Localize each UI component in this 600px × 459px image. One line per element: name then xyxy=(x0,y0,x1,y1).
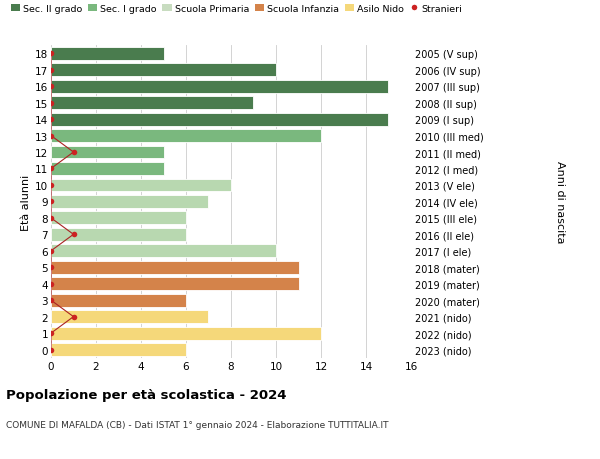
Bar xyxy=(51,278,299,291)
Point xyxy=(46,264,56,271)
Bar xyxy=(51,146,164,159)
Y-axis label: Anni di nascita: Anni di nascita xyxy=(556,161,565,243)
Bar xyxy=(51,327,321,340)
Point xyxy=(46,280,56,288)
Bar xyxy=(51,162,164,175)
Point xyxy=(46,116,56,123)
Point xyxy=(46,297,56,304)
Bar xyxy=(51,294,186,307)
Bar xyxy=(51,97,254,110)
Text: Popolazione per età scolastica - 2024: Popolazione per età scolastica - 2024 xyxy=(6,388,287,401)
Bar xyxy=(51,64,276,77)
Bar xyxy=(51,311,209,323)
Text: COMUNE DI MAFALDA (CB) - Dati ISTAT 1° gennaio 2024 - Elaborazione TUTTITALIA.IT: COMUNE DI MAFALDA (CB) - Dati ISTAT 1° g… xyxy=(6,420,389,429)
Bar xyxy=(51,245,276,257)
Point xyxy=(69,313,79,321)
Point xyxy=(46,133,56,140)
Bar xyxy=(51,48,164,61)
Point xyxy=(46,50,56,58)
Point xyxy=(69,231,79,239)
Point xyxy=(69,149,79,157)
Bar xyxy=(51,196,209,208)
Bar xyxy=(51,81,389,93)
Bar xyxy=(51,229,186,241)
Y-axis label: Età alunni: Età alunni xyxy=(21,174,31,230)
Point xyxy=(46,247,56,255)
Point xyxy=(46,346,56,353)
Bar xyxy=(51,179,231,192)
Bar xyxy=(51,212,186,225)
Bar xyxy=(51,130,321,143)
Point xyxy=(46,100,56,107)
Bar xyxy=(51,261,299,274)
Bar xyxy=(51,343,186,356)
Bar xyxy=(51,113,389,126)
Legend: Sec. II grado, Sec. I grado, Scuola Primaria, Scuola Infanzia, Asilo Nido, Stran: Sec. II grado, Sec. I grado, Scuola Prim… xyxy=(11,5,463,14)
Point xyxy=(46,198,56,206)
Point xyxy=(46,67,56,74)
Point xyxy=(46,215,56,222)
Point xyxy=(46,165,56,173)
Point xyxy=(46,83,56,90)
Point xyxy=(46,182,56,189)
Point xyxy=(46,330,56,337)
